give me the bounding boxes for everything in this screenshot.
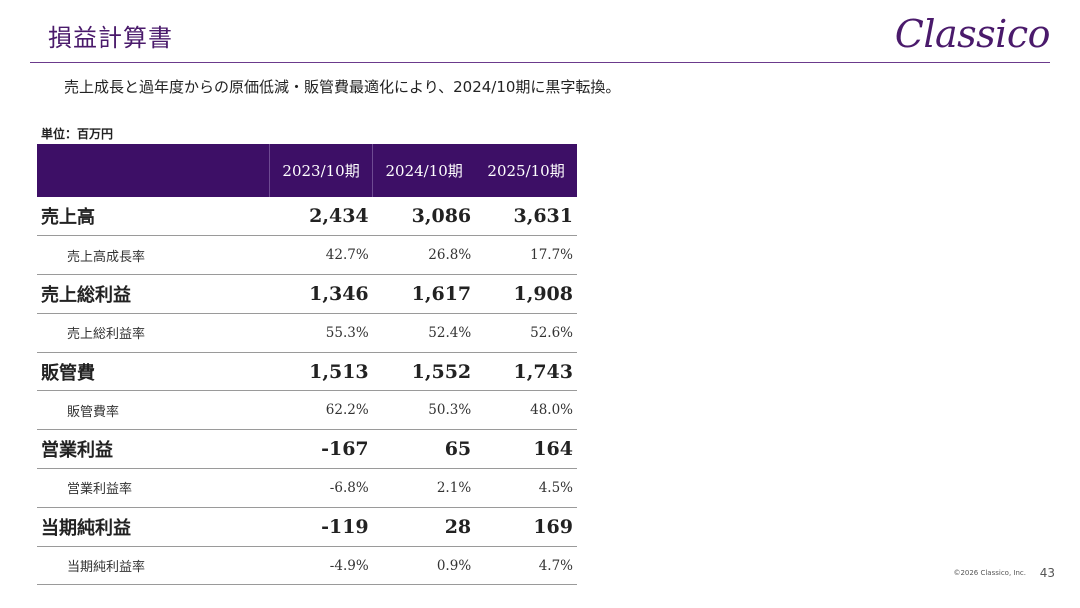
cell-value: 50.3%	[428, 402, 472, 419]
cell-value: 4.7%	[538, 557, 573, 574]
page-number: 43	[1039, 566, 1055, 580]
row-label: 売上高成長率	[67, 249, 146, 265]
table-row-operating-margin: 営業利益率 -6.8% 2.1% 4.5%	[37, 469, 577, 508]
page-title: 損益計算書	[48, 24, 173, 52]
copyright-text: ©2026 Classico, Inc.	[953, 569, 1026, 577]
cell-value: 48.0%	[530, 402, 573, 419]
row-label: 当期純利益率	[67, 560, 146, 576]
cell-value: 3,086	[411, 205, 472, 228]
summary-text: 売上成長と過年度からの原価低減・販管費最適化により、2024/10期に黒字転換。	[64, 78, 621, 96]
row-label: 販管費	[41, 362, 95, 384]
table-row-sga-ratio: 販管費率 62.2% 50.3% 48.0%	[37, 391, 577, 430]
cell-value: -6.8%	[329, 479, 369, 496]
cell-value: 1,552	[411, 360, 472, 383]
table-row-net-margin: 当期純利益率 -4.9% 0.9% 4.7%	[37, 546, 577, 585]
table-row-sga: 販管費 1,513 1,552 1,743	[37, 352, 577, 391]
cell-value: -119	[321, 515, 369, 538]
header-divider	[30, 62, 1050, 63]
cell-value: 1,346	[309, 282, 369, 305]
cell-value: 26.8%	[428, 247, 472, 264]
cell-value: -4.9%	[329, 557, 369, 574]
cell-value: 1,743	[513, 360, 574, 383]
header-cell-blank	[37, 144, 270, 197]
row-label: 販管費率	[67, 404, 120, 420]
table-row-gross-profit: 売上総利益 1,346 1,617 1,908	[37, 275, 577, 314]
cell-value: -167	[321, 438, 369, 461]
cell-value: 62.2%	[325, 402, 369, 419]
row-label: 売上総利益	[41, 284, 131, 306]
row-label: 当期純利益	[41, 517, 131, 539]
cell-value: 2,434	[309, 205, 369, 228]
income-statement-table: 2023/10期 2024/10期 2025/10期 売上高 2,434 3,0…	[37, 144, 577, 585]
cell-value: 65	[444, 438, 472, 461]
row-label: 営業利益	[41, 440, 113, 462]
table-row-gross-margin: 売上総利益率 55.3% 52.4% 52.6%	[37, 313, 577, 353]
cell-value: 28	[444, 515, 472, 538]
brand-logo: Classico	[894, 12, 1051, 56]
row-label: 売上高	[41, 207, 95, 229]
cell-value: 1,513	[309, 360, 369, 383]
cell-value: 52.6%	[530, 324, 573, 341]
table-row-revenue-growth: 売上高成長率 42.7% 26.8% 17.7%	[37, 236, 577, 275]
cell-value: 42.7%	[325, 247, 369, 264]
cell-value: 17.7%	[530, 247, 573, 264]
table-header-row: 2023/10期 2024/10期 2025/10期	[37, 144, 577, 197]
cell-value: 1,617	[411, 282, 472, 305]
cell-value: 169	[533, 515, 573, 538]
cell-value: 4.5%	[538, 479, 573, 496]
cell-value: 3,631	[513, 205, 574, 228]
cell-value: 2.1%	[436, 479, 472, 496]
header-cell-fy2025: 2025/10期	[487, 162, 565, 180]
row-label: 売上総利益率	[67, 327, 146, 343]
header-cell-fy2024: 2024/10期	[372, 144, 476, 197]
header-cell-fy2023: 2023/10期	[268, 144, 373, 197]
cell-value: 55.3%	[325, 324, 369, 341]
cell-value: 52.4%	[428, 324, 472, 341]
cell-value: 1,908	[513, 282, 574, 305]
unit-label: 単位：百万円	[41, 127, 114, 141]
cell-value: 164	[533, 438, 573, 461]
cell-value: 0.9%	[436, 557, 472, 574]
table-row-operating-income: 営業利益 -167 65 164	[37, 430, 577, 469]
table-row-revenue: 売上高 2,434 3,086 3,631	[37, 197, 577, 236]
row-label: 営業利益率	[67, 482, 133, 498]
table-row-net-income: 当期純利益 -119 28 169	[37, 507, 577, 547]
